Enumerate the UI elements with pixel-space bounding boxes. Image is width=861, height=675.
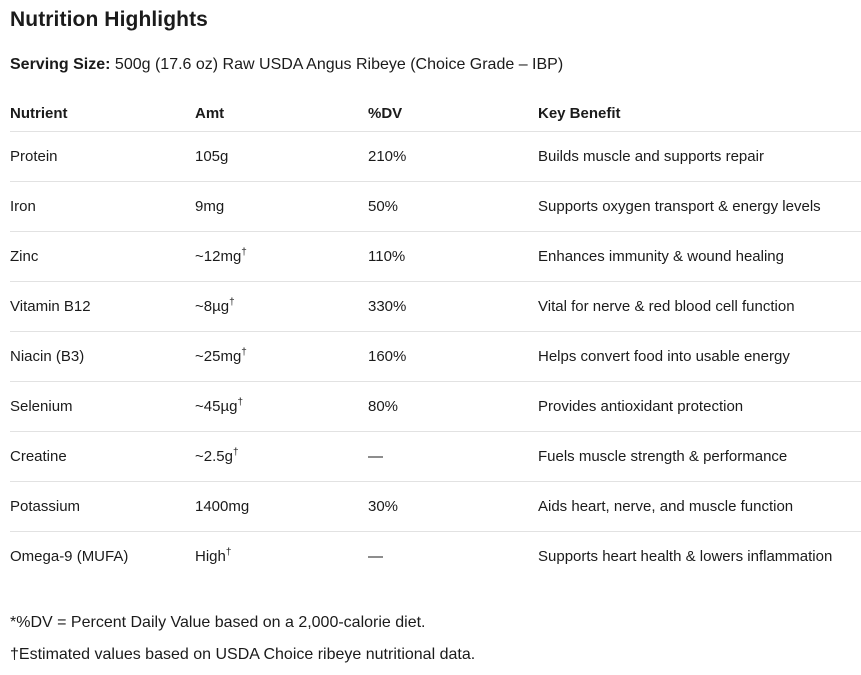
benefit-cell: Supports heart health & lowers inflammat… xyxy=(538,547,833,565)
daily-value-cell: — xyxy=(368,431,538,482)
amount-cell: ~25mg† xyxy=(195,331,368,382)
benefit-cell: Fuels muscle strength & performance xyxy=(538,431,861,482)
amount-value: High xyxy=(195,547,226,565)
daily-value-cell: — xyxy=(368,547,383,565)
daily-value-cell: 50% xyxy=(368,181,538,232)
benefit-cell: Enhances immunity & wound healing xyxy=(538,231,861,282)
nutrient-cell: Zinc xyxy=(10,231,195,282)
column-header-key-benefit: Key Benefit xyxy=(538,97,861,132)
daily-value-cell: 210% xyxy=(368,131,538,182)
amount-cell: High† xyxy=(195,531,368,581)
amount-value: ~25mg xyxy=(195,347,242,365)
benefit-cell: Builds muscle and supports repair xyxy=(538,131,861,182)
nutrient-cell: Omega-9 (MUFA) xyxy=(10,547,129,565)
benefit-cell: Vital for nerve & red blood cell functio… xyxy=(538,281,861,332)
nutrient-cell: Selenium xyxy=(10,381,195,432)
daily-value-cell: 160% xyxy=(368,331,538,382)
nutrition-table: Nutrient Amt %DV Key Benefit Protein 105… xyxy=(10,97,861,581)
dagger-footnote-marker: † xyxy=(237,396,243,408)
nutrient-cell: Creatine xyxy=(10,431,195,482)
table-row: Vitamin B12 ~8µg† 330% Vital for nerve &… xyxy=(10,281,861,332)
amount-cell: ~8µg† xyxy=(195,281,368,332)
amount-cell: ~2.5g† xyxy=(195,431,368,482)
amount-value: ~45µg xyxy=(195,397,238,415)
amount-value: ~2.5g xyxy=(195,447,233,465)
daily-value-cell: 110% xyxy=(368,231,538,282)
serving-size-line: Serving Size: 500g (17.6 oz) Raw USDA An… xyxy=(10,54,861,76)
nutrient-cell: Iron xyxy=(10,181,195,232)
benefit-cell: Helps convert food into usable energy xyxy=(538,331,861,382)
serving-size-label: Serving Size: xyxy=(10,56,111,73)
column-header-nutrient: Nutrient xyxy=(10,97,195,132)
amount-cell: ~45µg† xyxy=(195,381,368,432)
benefit-cell: Supports oxygen transport & energy level… xyxy=(538,181,861,232)
dagger-footnote-marker: † xyxy=(232,446,239,458)
table-header-row: Nutrient Amt %DV Key Benefit xyxy=(10,97,861,132)
nutrient-cell: Potassium xyxy=(10,481,195,532)
table-row: Selenium ~45µg† 80% Provides antioxidant… xyxy=(10,381,861,432)
footnote-daily-value: *%DV = Percent Daily Value based on a 2,… xyxy=(10,614,426,631)
footnote-estimated-values: †Estimated values based on USDA Choice r… xyxy=(10,646,476,663)
dagger-footnote-marker: † xyxy=(225,546,232,558)
table-row: Zinc ~12mg† 110% Enhances immunity & wou… xyxy=(10,231,861,282)
dagger-footnote-marker: † xyxy=(229,296,235,308)
amount-value: ~8µg xyxy=(195,297,230,315)
serving-size-value: 500g (17.6 oz) Raw USDA Angus Ribeye (Ch… xyxy=(110,56,564,73)
benefit-cell: Aids heart, nerve, and muscle function xyxy=(538,481,861,532)
amount-cell: 9mg xyxy=(195,181,368,232)
column-header-amt: Amt xyxy=(195,97,368,132)
nutrient-cell: Protein xyxy=(10,131,195,182)
table-row: Creatine ~2.5g† — Fuels muscle strength … xyxy=(10,431,861,482)
column-header-dv: %DV xyxy=(368,97,538,132)
table-row: Iron 9mg 50% Supports oxygen transport &… xyxy=(10,181,861,232)
daily-value-cell: 80% xyxy=(368,381,538,432)
benefit-cell: Provides antioxidant protection xyxy=(538,381,861,432)
table-row: Protein 105g 210% Builds muscle and supp… xyxy=(10,131,861,182)
dagger-footnote-marker: † xyxy=(241,246,247,258)
table-body: Protein 105g 210% Builds muscle and supp… xyxy=(10,131,861,581)
amount-cell: 105g xyxy=(195,131,368,182)
nutrient-cell: Vitamin B12 xyxy=(10,281,195,332)
table-row: Potassium 1400mg 30% Aids heart, nerve, … xyxy=(10,481,861,532)
table-row: Omega-9 (MUFA) High† — Supports heart he… xyxy=(10,531,861,581)
daily-value-cell: 330% xyxy=(368,281,538,332)
daily-value-cell: 30% xyxy=(368,481,538,532)
nutrient-cell: Niacin (B3) xyxy=(10,331,195,382)
amount-value: 9mg xyxy=(195,197,225,215)
footnotes-section: *%DV = Percent Daily Value based on a 2,… xyxy=(10,607,861,671)
page-title: Nutrition Highlights xyxy=(10,8,208,31)
amount-value: 105g xyxy=(195,147,229,165)
dagger-footnote-marker: † xyxy=(241,346,247,358)
amount-value: 1400mg xyxy=(195,497,250,515)
table-row: Niacin (B3) ~25mg† 160% Helps convert fo… xyxy=(10,331,861,382)
amount-cell: 1400mg xyxy=(195,481,368,532)
amount-value: ~12mg xyxy=(195,247,242,265)
amount-cell: ~12mg† xyxy=(195,231,368,282)
